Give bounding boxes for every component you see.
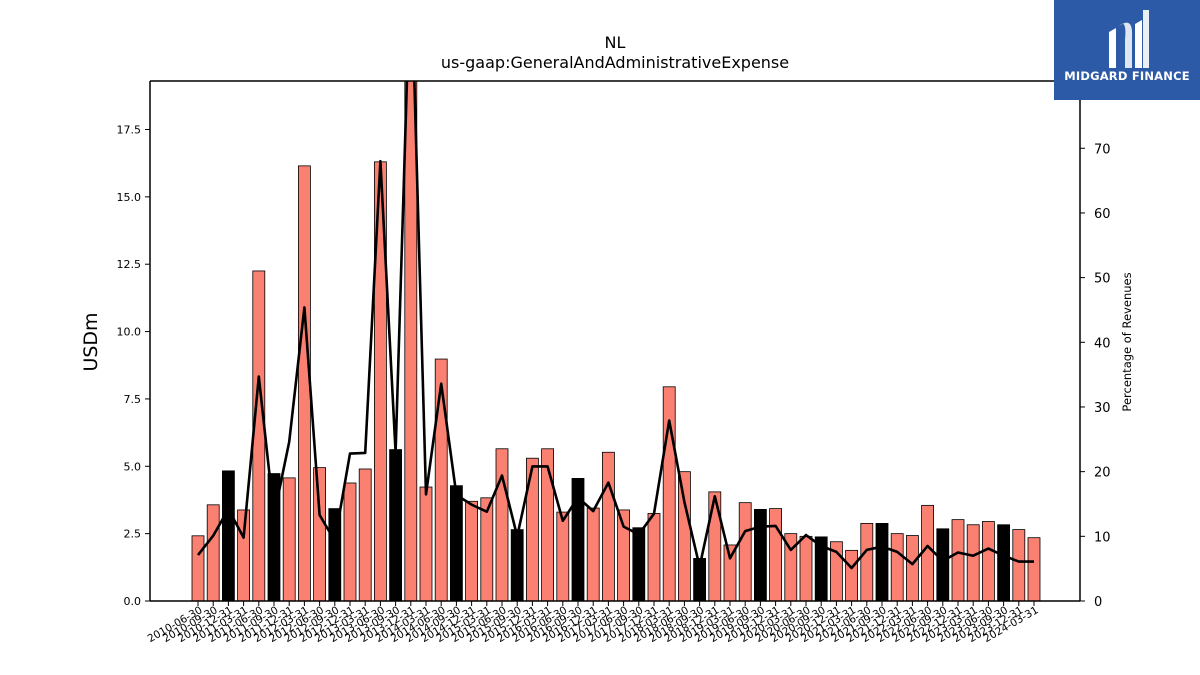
bar-2014-09-30 bbox=[449, 485, 463, 601]
bar-2016-12-31 bbox=[586, 507, 600, 601]
bar-2014-06-30 bbox=[434, 358, 448, 601]
bar-2010-12-31 bbox=[221, 470, 235, 601]
bar-2015-06-30 bbox=[495, 448, 509, 601]
y-tick-label: 5.0 bbox=[124, 460, 142, 473]
bar-2017-12-31 bbox=[647, 513, 661, 601]
bar-2021-06-30 bbox=[860, 523, 874, 601]
bar-2017-03-31 bbox=[602, 451, 615, 601]
y-tick-label: 12.5 bbox=[117, 258, 142, 271]
y-tick-label: 2.5 bbox=[124, 528, 142, 541]
bar-2020-06-30 bbox=[799, 535, 813, 601]
bar-2016-03-31 bbox=[541, 448, 554, 601]
bar-2020-03-31 bbox=[784, 533, 798, 601]
bar-2021-03-31 bbox=[845, 549, 858, 601]
bar-2018-06-30 bbox=[678, 471, 691, 601]
bar-2016-06-30 bbox=[556, 511, 570, 601]
y2-tick-label: 70 bbox=[1094, 142, 1111, 157]
y2-tick-label: 0 bbox=[1094, 595, 1102, 610]
bar-2015-12-31 bbox=[526, 457, 539, 601]
bar-2016-09-30 bbox=[571, 478, 585, 601]
pct-of-revenues-line bbox=[196, 81, 1034, 570]
bar-2012-06-30 bbox=[313, 467, 327, 601]
bar-2013-09-30 bbox=[389, 449, 403, 601]
brand-logo: MIDGARD FINANCE bbox=[1054, 0, 1200, 100]
logo-text: MIDGARD FINANCE bbox=[1064, 69, 1190, 83]
bar-2015-09-30 bbox=[510, 529, 524, 601]
bar-2010-09-30 bbox=[206, 504, 220, 601]
y-tick-label: 17.5 bbox=[117, 123, 142, 136]
midgard-logo-icon bbox=[1109, 10, 1149, 68]
bar-2018-12-31 bbox=[708, 491, 722, 601]
bar-2017-09-30 bbox=[632, 527, 646, 601]
bar-2021-12-31 bbox=[890, 533, 904, 601]
bar-2024-03-31 bbox=[1027, 537, 1041, 601]
bar-2023-06-30 bbox=[982, 521, 995, 601]
bar-2022-03-31 bbox=[906, 535, 919, 601]
bar-2023-09-30 bbox=[997, 524, 1010, 601]
bar-2015-03-31 bbox=[480, 497, 494, 601]
bar-2022-06-30 bbox=[921, 504, 934, 601]
bar-2023-03-31 bbox=[966, 524, 980, 601]
bar-2022-09-30 bbox=[936, 528, 950, 601]
y-axis-label: USDm bbox=[80, 312, 102, 371]
bar-2013-03-31 bbox=[358, 468, 372, 601]
bar-2012-09-30 bbox=[328, 508, 342, 601]
bar-2012-12-31 bbox=[343, 482, 357, 601]
bar-2010-06-30 bbox=[191, 535, 205, 601]
bars-group bbox=[191, 81, 1041, 601]
bar-2014-03-31 bbox=[419, 486, 433, 601]
y2-tick-label: 60 bbox=[1094, 207, 1111, 222]
y-tick-label: 0.0 bbox=[124, 595, 142, 608]
y2-tick-label: 20 bbox=[1094, 466, 1111, 481]
y-tick-label: 7.5 bbox=[124, 393, 142, 406]
bar-2011-12-31 bbox=[282, 477, 296, 601]
y2-tick-label: 30 bbox=[1094, 401, 1111, 416]
y2-axis-label: Percentage of Revenues bbox=[1120, 272, 1134, 411]
y-tick-label: 15.0 bbox=[117, 191, 142, 204]
bar-2019-03-31 bbox=[723, 544, 737, 601]
bar-2011-06-30 bbox=[252, 270, 266, 601]
bar-2019-12-31 bbox=[769, 508, 782, 601]
bar-2014-12-31 bbox=[465, 500, 479, 601]
bar-2018-03-31 bbox=[662, 386, 676, 601]
bar-2013-12-31 bbox=[404, 81, 418, 601]
bar-2012-03-31 bbox=[297, 165, 311, 601]
chart-subtitle: us-gaap:GeneralAndAdministrativeExpense bbox=[441, 53, 789, 72]
y2-tick-label: 50 bbox=[1094, 272, 1111, 287]
y2-tick-label: 40 bbox=[1094, 336, 1111, 351]
y2-tick-label: 10 bbox=[1094, 530, 1111, 545]
y-tick-label: 10.0 bbox=[117, 326, 142, 339]
bar-2011-03-31 bbox=[237, 509, 251, 601]
bar-2023-12-31 bbox=[1012, 529, 1026, 601]
plot-area: 0.0 2.5 5.0 7.5 10.0 12.5 15.0 17.5 0 10 20 30 40 50 6… bbox=[117, 80, 1111, 645]
bar-2020-09-30 bbox=[814, 536, 828, 601]
bar-2019-09-30 bbox=[754, 508, 767, 601]
bar-2022-12-31 bbox=[951, 519, 965, 601]
bar-2019-06-30 bbox=[738, 502, 752, 601]
chart-title: NL bbox=[605, 33, 626, 52]
bar-2021-09-30 bbox=[875, 523, 889, 601]
